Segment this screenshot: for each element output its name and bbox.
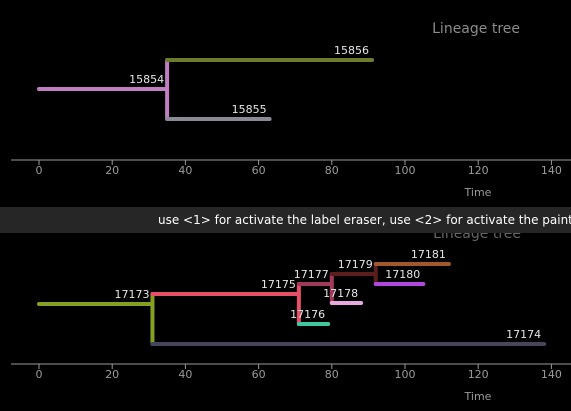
track-label-15854: 15854	[129, 73, 164, 86]
x-tick-label: 100	[395, 164, 416, 177]
x-axis-label: Time	[464, 390, 492, 403]
status-message: use <1> for activate the label eraser, u…	[158, 213, 571, 227]
x-tick-label: 80	[325, 368, 339, 381]
x-tick-label: 60	[252, 368, 266, 381]
x-tick-label: 0	[36, 164, 43, 177]
track-label-15855: 15855	[232, 103, 267, 116]
x-tick-label: 0	[36, 368, 43, 381]
track-label-17177: 17177	[294, 268, 329, 281]
x-tick-label: 120	[468, 368, 489, 381]
x-tick-label: 60	[252, 164, 266, 177]
track-label-15856: 15856	[334, 44, 369, 57]
x-tick-label: 20	[105, 164, 119, 177]
track-label-17174: 17174	[506, 328, 541, 341]
lineage-tree-chart-top: Lineage tree 0 20 40 60 80 100 120 140 Time 15854 1…	[11, 21, 571, 199]
x-axis-label: Time	[464, 186, 492, 199]
lineage-tree-panel-bottom: Lineage tree 0 20 40 60 80 100 120 140 Time 17173 1…	[0, 226, 571, 407]
lineage-tree-panel-top: Lineage tree 0 20 40 60 80 100 120 140 Time 15854 1…	[11, 21, 571, 199]
x-tick-label: 80	[325, 164, 339, 177]
chart-title: Lineage tree	[433, 233, 521, 242]
track-label-17179: 17179	[338, 258, 373, 271]
track-label-17176: 17176	[290, 308, 325, 321]
x-tick-label: 120	[468, 164, 489, 177]
x-tick-label: 40	[178, 368, 192, 381]
x-tick-label: 100	[395, 368, 416, 381]
x-tick-label: 20	[105, 368, 119, 381]
track-label-17175: 17175	[261, 278, 296, 291]
track-label-17178: 17178	[323, 287, 358, 300]
track-label-17181: 17181	[411, 248, 446, 261]
x-tick-label: 140	[541, 164, 562, 177]
chart-title: Lineage tree	[432, 21, 520, 37]
track-label-17180: 17180	[385, 268, 420, 281]
status-bar: use <1> for activate the label eraser, u…	[0, 207, 571, 233]
x-tick-label: 140	[541, 368, 562, 381]
track-label-17173: 17173	[114, 288, 149, 301]
lineage-tree-chart-bottom: Lineage tree 0 20 40 60 80 100 120 140 Time 17173 1…	[11, 226, 571, 403]
x-tick-label: 40	[178, 164, 192, 177]
